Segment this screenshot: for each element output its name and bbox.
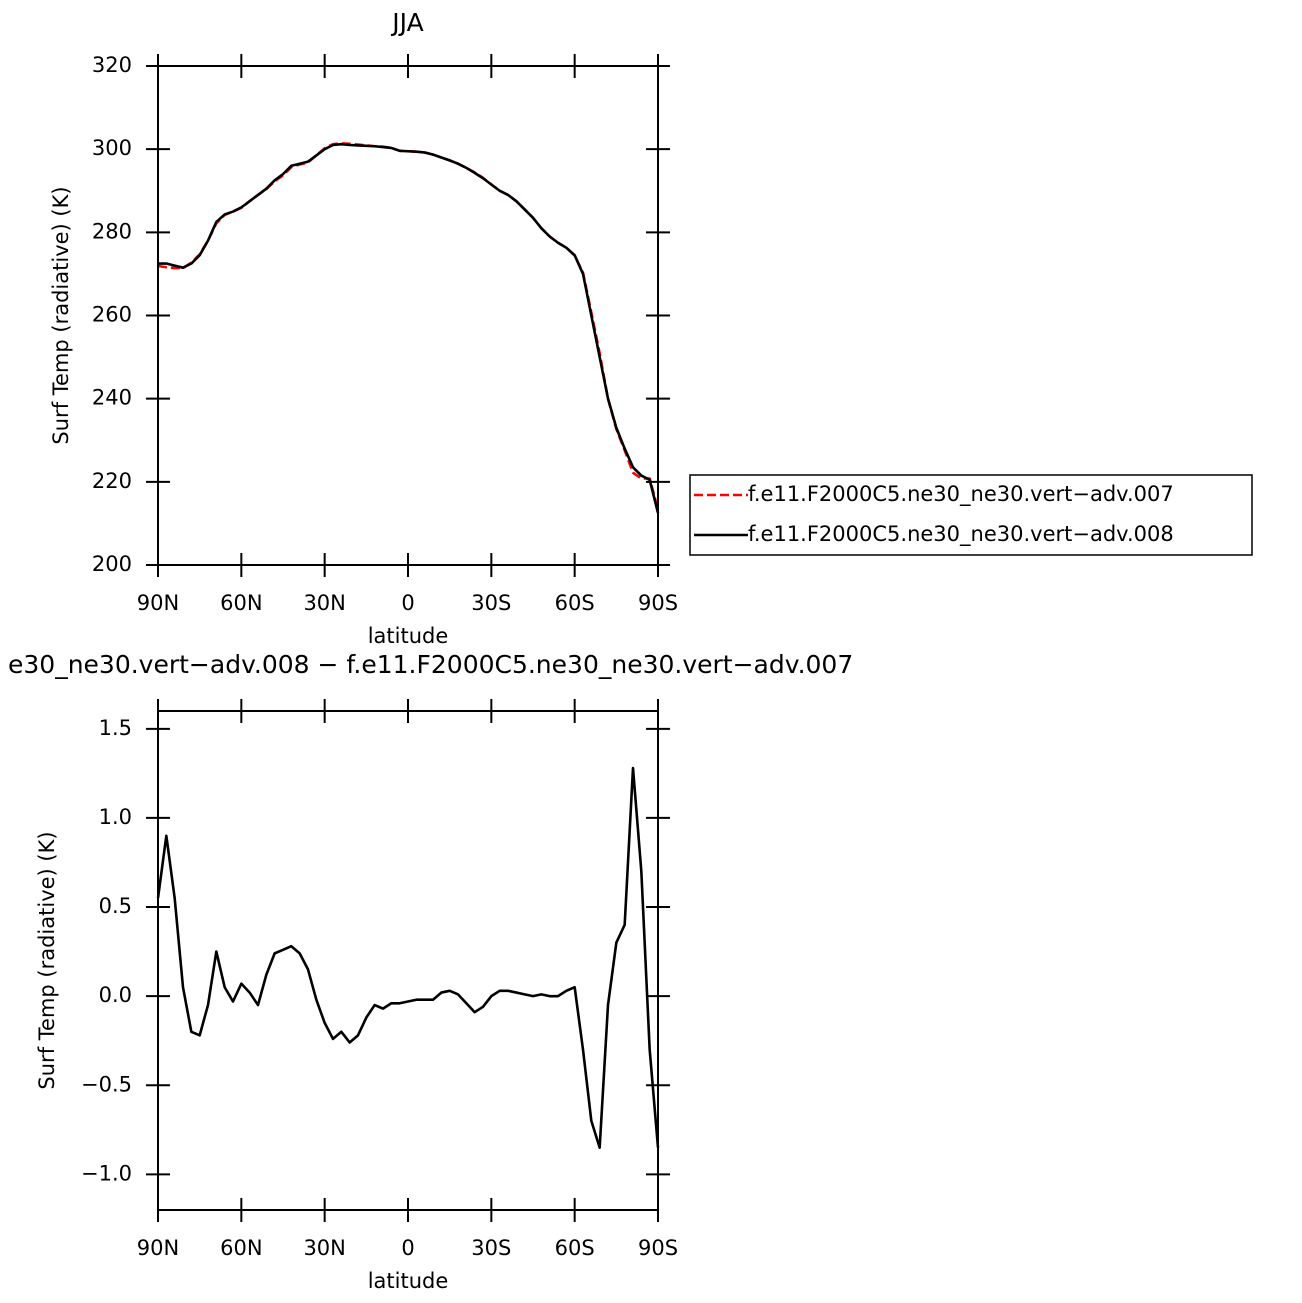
y-axis-label: Surf Temp (radiative) (K) (35, 831, 59, 1089)
y-tick-label: 260 (92, 303, 132, 327)
y-tick-label: 300 (92, 136, 132, 160)
x-tick-label: 90S (638, 1236, 678, 1260)
y-tick-label: 220 (92, 469, 132, 493)
legend-box (689, 474, 1253, 556)
y-tick-label: 0.5 (99, 894, 132, 918)
chart-title: JJA (390, 8, 423, 37)
y-axis-label: Surf Temp (radiative) (K) (49, 186, 73, 444)
x-tick-label: 0 (401, 1236, 414, 1260)
data-line (158, 142, 660, 514)
y-tick-label: 280 (92, 219, 132, 243)
x-tick-label: 30S (471, 591, 511, 615)
x-tick-label: 0 (401, 591, 414, 615)
x-tick-label: 60N (220, 1236, 262, 1260)
x-tick-label: 90S (638, 591, 678, 615)
x-tick-label: 30S (471, 1236, 511, 1260)
x-axis-label: latitude (368, 624, 449, 648)
x-axis-label: latitude (368, 1269, 449, 1293)
x-tick-label: 90N (137, 591, 179, 615)
plot-frame (157, 710, 659, 1211)
y-tick-label: 200 (92, 552, 132, 576)
data-line (157, 142, 660, 511)
x-tick-label: 60S (555, 1236, 595, 1260)
y-tick-label: 1.5 (99, 716, 132, 740)
x-tick-label: 90N (137, 1236, 179, 1260)
x-tick-label: 30N (303, 591, 345, 615)
y-tick-label: −1.0 (81, 1161, 132, 1185)
chart-title: e30_ne30.vert−adv.008 − f.e11.F2000C5.ne… (8, 650, 853, 679)
x-tick-label: 30N (303, 1236, 345, 1260)
y-tick-label: 1.0 (99, 805, 132, 829)
y-tick-label: −0.5 (81, 1072, 132, 1096)
data-line (156, 766, 660, 1149)
legend-label: f.e11.F2000C5.ne30_ne30.vert−adv.008 (748, 522, 1174, 547)
x-tick-label: 60S (555, 591, 595, 615)
legend-label: f.e11.F2000C5.ne30_ne30.vert−adv.007 (748, 482, 1174, 507)
y-tick-label: 320 (92, 53, 132, 77)
y-tick-label: 240 (92, 386, 132, 410)
y-tick-label: 0.0 (99, 983, 132, 1007)
x-tick-label: 60N (220, 591, 262, 615)
plot-frame (157, 65, 659, 566)
